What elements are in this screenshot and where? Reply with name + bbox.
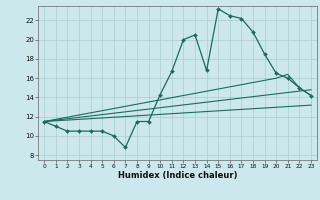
X-axis label: Humidex (Indice chaleur): Humidex (Indice chaleur) [118,171,237,180]
